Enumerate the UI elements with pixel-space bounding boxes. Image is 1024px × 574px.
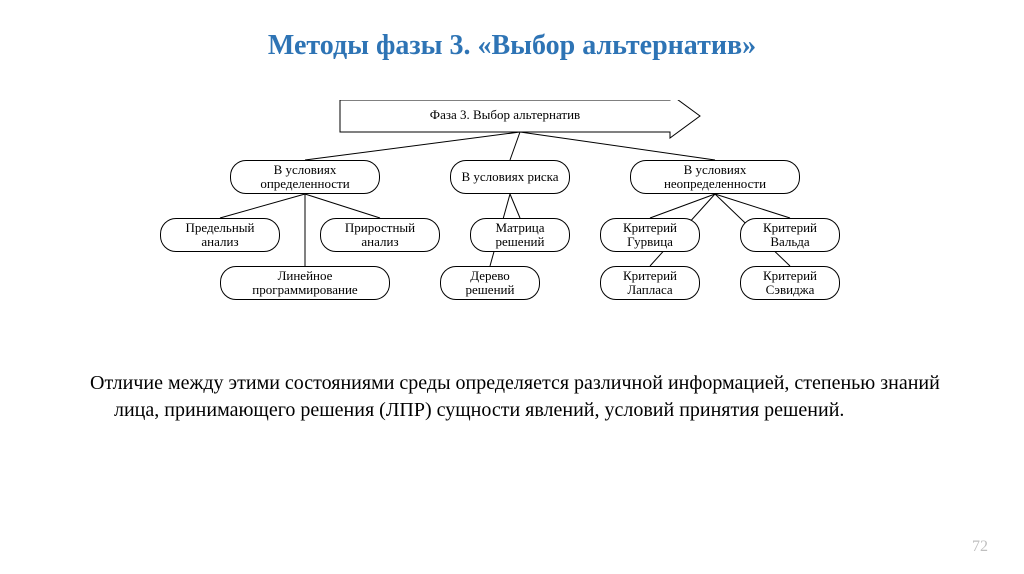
edge bbox=[520, 132, 715, 160]
node-n5: Приростный анализ bbox=[320, 218, 440, 252]
node-n3: В условиях неопределенности bbox=[630, 160, 800, 194]
page-title: Методы фазы 3. «Выбор альтернатив» bbox=[0, 30, 1024, 62]
node-n9: Линейное программирование bbox=[220, 266, 390, 300]
node-n10: Дерево решений bbox=[440, 266, 540, 300]
page-number: 72 bbox=[972, 538, 988, 556]
edge bbox=[305, 194, 380, 218]
node-n7: Критерий Гурвица bbox=[600, 218, 700, 252]
node-n6: Матрица решений bbox=[470, 218, 570, 252]
node-n2: В условиях риска bbox=[450, 160, 570, 194]
node-n1: В условиях определенности bbox=[230, 160, 380, 194]
body-paragraph: Отличие между этими состояниями среды оп… bbox=[90, 370, 944, 424]
node-n8: Критерий Вальда bbox=[740, 218, 840, 252]
edge bbox=[305, 132, 520, 160]
node-n12: Критерий Сэвиджа bbox=[740, 266, 840, 300]
edge bbox=[510, 132, 520, 160]
root-arrow-label: Фаза 3. Выбор альтернатив bbox=[430, 107, 580, 122]
node-n4: Предельный анализ bbox=[160, 218, 280, 252]
diagram-area: Фаза 3. Выбор альтернатив В условиях опр… bbox=[160, 100, 864, 310]
edge bbox=[650, 194, 715, 218]
edge bbox=[220, 194, 305, 218]
edge bbox=[715, 194, 790, 218]
node-n11: Критерий Лапласа bbox=[600, 266, 700, 300]
edge bbox=[510, 194, 520, 218]
